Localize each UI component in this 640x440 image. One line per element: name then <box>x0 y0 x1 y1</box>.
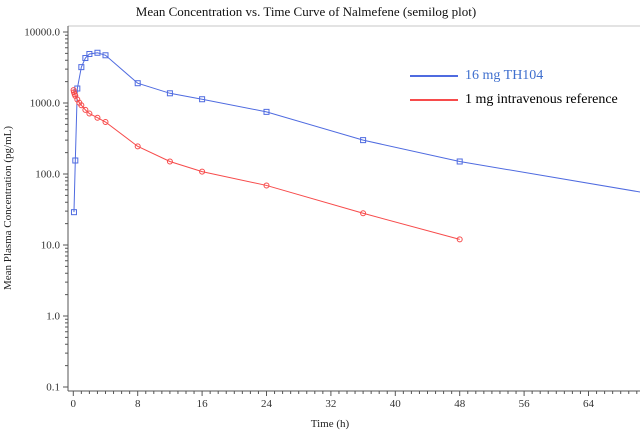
svg-text:0: 0 <box>71 398 77 410</box>
svg-text:64: 64 <box>583 398 595 410</box>
x-axis-title: Time (h) <box>310 418 350 430</box>
svg-text:56: 56 <box>519 398 531 410</box>
svg-text:40: 40 <box>390 398 402 410</box>
legend-label-iv-reference: 1 mg intravenous reference <box>465 92 618 107</box>
svg-text:8: 8 <box>135 398 141 410</box>
svg-text:100.0: 100.0 <box>35 169 60 181</box>
legend-line-swatch-red <box>410 99 458 101</box>
legend-item-th104: 16 mg TH104 <box>410 64 618 88</box>
svg-text:48: 48 <box>454 398 466 410</box>
svg-text:32: 32 <box>325 398 336 410</box>
y-axis-title: Mean Plasma Concentration (pg/mL) <box>2 125 14 291</box>
svg-text:1000.0: 1000.0 <box>30 98 61 110</box>
svg-text:0.1: 0.1 <box>46 382 60 394</box>
svg-text:16: 16 <box>197 398 209 410</box>
chart-title: Mean Concentration vs. Time Curve of Nal… <box>135 4 477 19</box>
svg-text:10000.0: 10000.0 <box>24 27 60 39</box>
svg-text:10.0: 10.0 <box>41 240 61 252</box>
legend: 16 mg TH104 1 mg intravenous reference <box>410 64 618 112</box>
svg-text:1.0: 1.0 <box>46 311 60 323</box>
svg-text:24: 24 <box>261 398 273 410</box>
legend-line-swatch-blue <box>410 75 458 77</box>
legend-label-th104: 16 mg TH104 <box>465 68 544 83</box>
legend-item-iv-reference: 1 mg intravenous reference <box>410 88 618 112</box>
